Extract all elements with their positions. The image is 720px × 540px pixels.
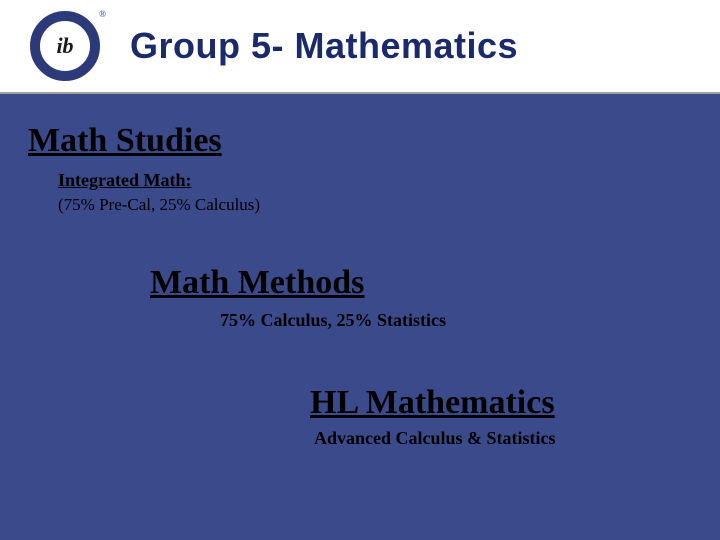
- math-studies-block: Math Studies Integrated Math: (75% Pre-C…: [28, 122, 260, 215]
- math-studies-sub2: (75% Pre-Cal, 25% Calculus): [58, 195, 260, 215]
- slide: ib ® Group 5- Mathematics Math Studies I…: [0, 0, 720, 540]
- hl-math-heading: HL Mathematics: [310, 384, 556, 422]
- hl-math-block: HL Mathematics Advanced Calculus & Stati…: [310, 384, 556, 449]
- logo-registered-mark: ®: [99, 9, 106, 19]
- slide-body: Math Studies Integrated Math: (75% Pre-C…: [0, 94, 720, 540]
- slide-header: ib ® Group 5- Mathematics: [0, 0, 720, 94]
- hl-math-sub1: Advanced Calculus & Statistics: [314, 428, 556, 449]
- math-methods-heading: Math Methods: [150, 264, 446, 302]
- slide-title: Group 5- Mathematics: [130, 25, 518, 67]
- math-methods-sub1: 75% Calculus, 25% Statistics: [220, 310, 446, 331]
- math-studies-sub1: Integrated Math:: [58, 170, 260, 191]
- math-studies-heading: Math Studies: [28, 122, 260, 160]
- logo-text: ib: [56, 33, 73, 59]
- math-methods-block: Math Methods 75% Calculus, 25% Statistic…: [150, 264, 446, 331]
- ib-logo: ib ®: [30, 11, 100, 81]
